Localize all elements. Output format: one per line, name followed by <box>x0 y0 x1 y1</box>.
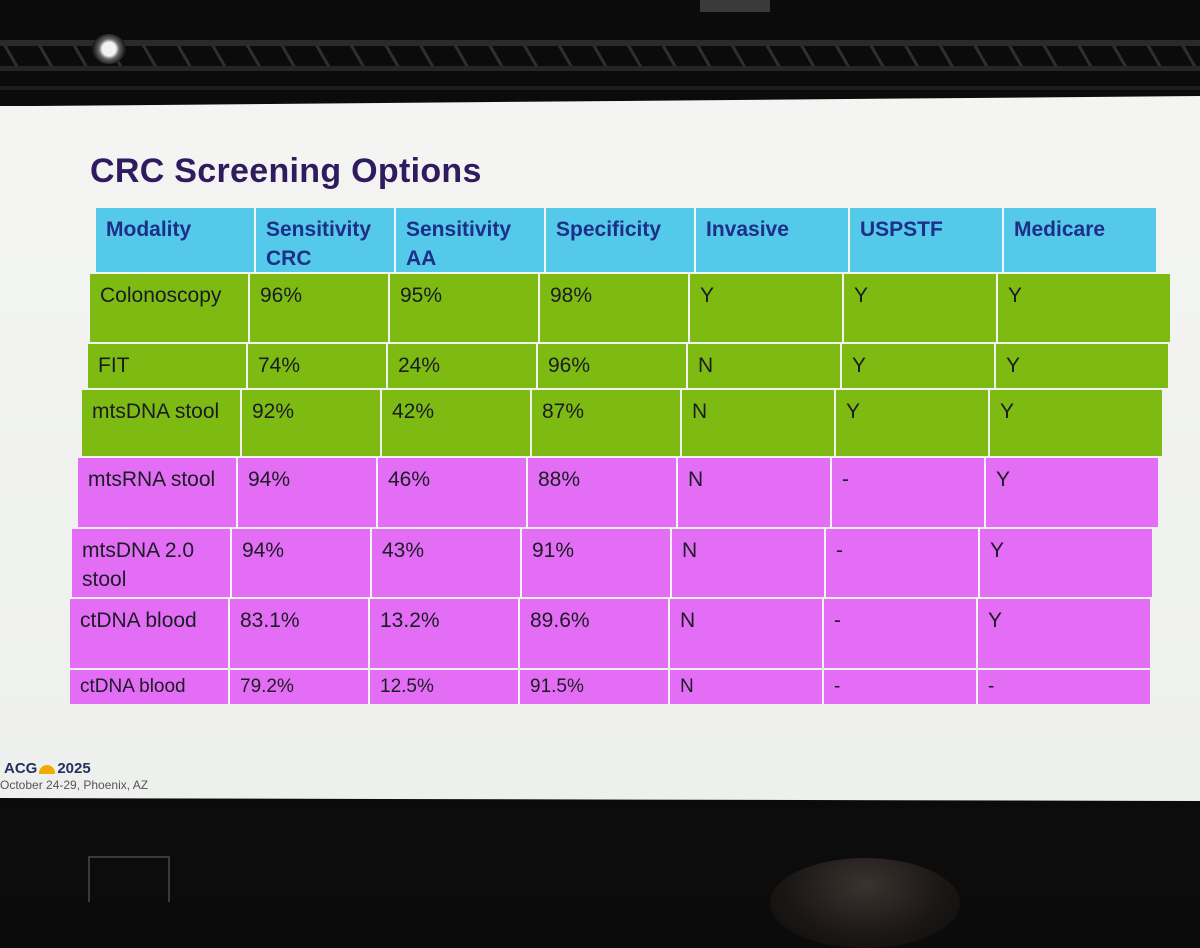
cell-modality-row-2: FIT <box>88 344 246 388</box>
cell-sensitivity-aa-row-4: 46% <box>378 458 526 527</box>
ceiling-fixture <box>700 0 770 12</box>
cell-uspstf-row-5: - <box>826 529 978 597</box>
header-specificity: Specificity <box>546 208 694 272</box>
cell-uspstf-row-4: - <box>832 458 984 527</box>
cell-specificity-row-2: 96% <box>538 344 686 388</box>
slide-title: CRC Screening Options <box>90 152 482 190</box>
conference-logo: ACG 2025 <box>4 760 91 777</box>
cell-sensitivity-aa-row-2: 24% <box>388 344 536 388</box>
cell-sensitivity-aa-row-7: 12.5% <box>370 670 518 704</box>
header-medicare: Medicare <box>1004 208 1156 272</box>
cell-uspstf-row-7: - <box>824 670 976 704</box>
cell-sensitivity-aa-row-5: 43% <box>372 529 520 597</box>
cell-sensitivity-crc-row-6: 83.1% <box>230 599 368 668</box>
cell-sensitivity-crc-row-2: 74% <box>248 344 386 388</box>
cell-sensitivity-crc-row-7: 79.2% <box>230 670 368 704</box>
cell-modality-row-7: ctDNA blood <box>70 670 228 704</box>
cell-invasive-row-6: N <box>670 599 822 668</box>
cell-medicare-row-5: Y <box>980 529 1152 597</box>
stage-floor <box>0 808 1200 900</box>
cell-specificity-row-3: 87% <box>532 390 680 456</box>
cell-invasive-row-3: N <box>682 390 834 456</box>
cell-uspstf-row-1: Y <box>844 274 996 342</box>
cell-invasive-row-7: N <box>670 670 822 704</box>
cell-specificity-row-1: 98% <box>540 274 688 342</box>
cell-sensitivity-aa-row-3: 42% <box>382 390 530 456</box>
ceiling-truss-bar-lower <box>0 86 1200 90</box>
ceiling-truss-bar <box>0 66 1200 71</box>
ceiling-truss <box>0 40 1200 46</box>
cell-sensitivity-crc-row-5: 94% <box>232 529 370 597</box>
conference-logo-acg: ACG <box>4 760 38 777</box>
conference-logo-year: 2025 <box>57 760 91 777</box>
cell-sensitivity-crc-row-3: 92% <box>242 390 380 456</box>
cell-medicare-row-7: - <box>978 670 1150 704</box>
cell-medicare-row-4: Y <box>986 458 1158 527</box>
cell-sensitivity-aa-row-1: 95% <box>390 274 538 342</box>
cell-modality-row-6: ctDNA blood <box>70 599 228 668</box>
cell-invasive-row-5: N <box>672 529 824 597</box>
cell-invasive-row-4: N <box>678 458 830 527</box>
sun-icon <box>39 764 56 774</box>
cell-uspstf-row-2: Y <box>842 344 994 388</box>
screening-options-table: Modality Sensitivity CRC Sensitivity AA Spe… <box>70 208 1170 704</box>
audience-head <box>770 858 960 948</box>
cell-modality-row-4: mtsRNA stool <box>78 458 236 527</box>
cell-sensitivity-crc-row-4: 94% <box>238 458 376 527</box>
cell-specificity-row-5: 91% <box>522 529 670 597</box>
cell-medicare-row-3: Y <box>990 390 1162 456</box>
cell-medicare-row-2: Y <box>996 344 1168 388</box>
cell-modality-row-5: mtsDNA 2.0 stool <box>72 529 230 597</box>
cell-medicare-row-6: Y <box>978 599 1150 668</box>
cell-invasive-row-2: N <box>688 344 840 388</box>
cell-specificity-row-6: 89.6% <box>520 599 668 668</box>
cell-invasive-row-1: Y <box>690 274 842 342</box>
header-sensitivity-crc: Sensitivity CRC <box>256 208 394 272</box>
cell-uspstf-row-3: Y <box>836 390 988 456</box>
header-uspstf: USPSTF <box>850 208 1002 272</box>
cell-sensitivity-crc-row-1: 96% <box>250 274 388 342</box>
cell-modality-row-3: mtsDNA stool <box>82 390 240 456</box>
stage-light-icon <box>92 34 126 64</box>
cell-sensitivity-aa-row-6: 13.2% <box>370 599 518 668</box>
ceiling-truss-lattice <box>0 46 1200 68</box>
header-invasive: Invasive <box>696 208 848 272</box>
podium-stand <box>88 856 170 902</box>
header-modality: Modality <box>96 208 254 272</box>
cell-medicare-row-1: Y <box>998 274 1170 342</box>
cell-specificity-row-7: 91.5% <box>520 670 668 704</box>
header-sensitivity-aa: Sensitivity AA <box>396 208 544 272</box>
conference-dates-location: October 24-29, Phoenix, AZ <box>0 778 149 792</box>
cell-uspstf-row-6: - <box>824 599 976 668</box>
cell-modality-row-1: Colonoscopy <box>90 274 248 342</box>
cell-specificity-row-4: 88% <box>528 458 676 527</box>
